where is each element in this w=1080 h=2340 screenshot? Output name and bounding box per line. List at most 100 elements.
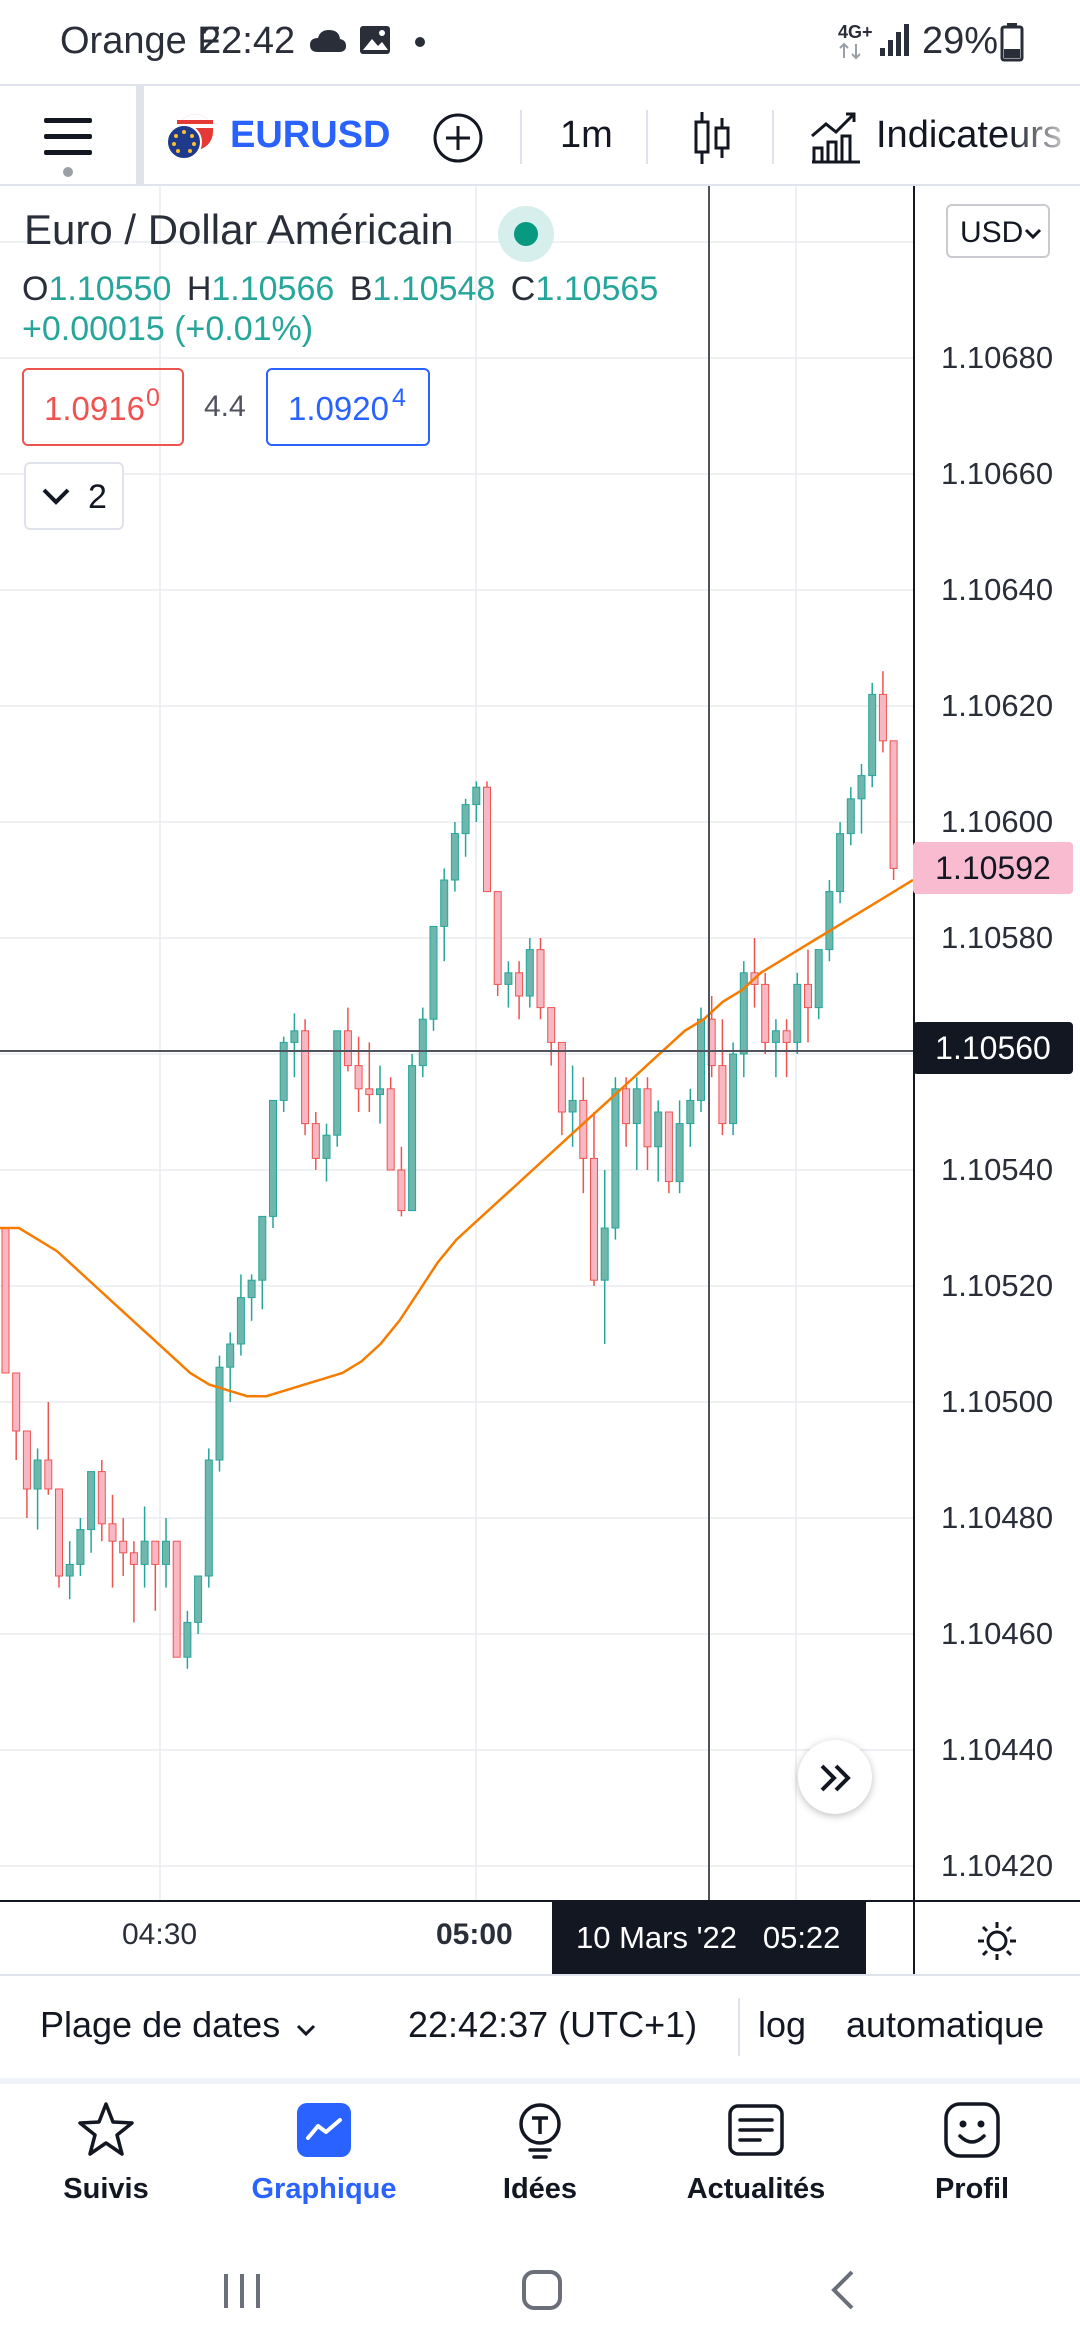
nav-item-actualites[interactable]: Actualités: [656, 2100, 856, 2206]
interval-button[interactable]: 1m: [560, 114, 613, 156]
candle-down[interactable]: [397, 1169, 406, 1212]
back-icon[interactable]: [826, 2268, 860, 2312]
candle-up[interactable]: [632, 1088, 641, 1125]
candle-up[interactable]: [793, 983, 802, 1043]
legend-collapse-button[interactable]: 2: [24, 462, 124, 530]
candle-down[interactable]: [97, 1471, 106, 1525]
symbol-selector[interactable]: EURUSD: [164, 108, 530, 164]
candle-up[interactable]: [814, 949, 823, 1009]
candle-up[interactable]: [825, 891, 834, 951]
candle-up[interactable]: [408, 1065, 417, 1212]
candle-up[interactable]: [600, 1227, 609, 1281]
candle-down[interactable]: [108, 1523, 117, 1542]
buy-button[interactable]: 1.0920 4: [266, 368, 430, 446]
candle-down[interactable]: [1, 1227, 10, 1374]
candle-down[interactable]: [172, 1540, 181, 1658]
home-icon[interactable]: [520, 2268, 564, 2312]
candle-up[interactable]: [525, 949, 534, 997]
candle-up[interactable]: [76, 1529, 85, 1565]
candle-up[interactable]: [279, 1041, 288, 1101]
candle-up[interactable]: [226, 1343, 235, 1368]
menu-icon[interactable]: [42, 116, 94, 158]
candle-down[interactable]: [643, 1088, 652, 1148]
candle-down[interactable]: [557, 1041, 566, 1113]
candle-up[interactable]: [461, 804, 470, 835]
candle-down[interactable]: [761, 983, 770, 1043]
candle-up[interactable]: [65, 1563, 74, 1577]
log-scale-toggle[interactable]: log: [758, 2004, 807, 2045]
candle-down[interactable]: [622, 1088, 631, 1125]
candle-up[interactable]: [33, 1459, 42, 1490]
candle-down[interactable]: [718, 1065, 727, 1125]
candle-up[interactable]: [654, 1111, 663, 1148]
currency-selector[interactable]: USD: [946, 204, 1050, 258]
candle-up[interactable]: [836, 833, 845, 893]
date-range-button[interactable]: Plage de dates: [40, 2004, 317, 2046]
candle-up[interactable]: [204, 1459, 213, 1577]
candle-up[interactable]: [322, 1134, 331, 1159]
candle-down[interactable]: [365, 1088, 374, 1096]
candle-down[interactable]: [515, 972, 524, 997]
candle-down[interactable]: [536, 949, 545, 1009]
candle-up[interactable]: [429, 925, 438, 1020]
candle-up[interactable]: [450, 833, 459, 881]
candle-up[interactable]: [418, 1018, 427, 1067]
candle-down[interactable]: [547, 1007, 556, 1043]
candle-down[interactable]: [782, 1030, 791, 1043]
candle-up[interactable]: [739, 972, 748, 1055]
scroll-to-realtime-button[interactable]: [798, 1740, 872, 1814]
candle-up[interactable]: [440, 879, 449, 927]
candle-up[interactable]: [697, 1018, 705, 1101]
candle-down[interactable]: [129, 1552, 138, 1565]
candle-down[interactable]: [579, 1099, 588, 1159]
recent-apps-icon[interactable]: [220, 2272, 264, 2310]
add-symbol-icon[interactable]: [432, 112, 484, 164]
candle-down[interactable]: [55, 1488, 63, 1577]
candle-up[interactable]: [472, 786, 481, 806]
candle-up[interactable]: [504, 972, 513, 985]
candle-down[interactable]: [311, 1123, 320, 1159]
candle-up[interactable]: [611, 1088, 620, 1229]
nav-item-graphique[interactable]: Graphique: [224, 2100, 424, 2206]
candle-up[interactable]: [258, 1215, 267, 1281]
candle-down[interactable]: [343, 1030, 352, 1067]
candle-up[interactable]: [675, 1123, 684, 1183]
chart-pane[interactable]: [0, 186, 1080, 1900]
candle-up[interactable]: [568, 1099, 577, 1113]
candle-down[interactable]: [804, 983, 812, 1009]
candle-up[interactable]: [333, 1030, 342, 1136]
candle-up[interactable]: [290, 1030, 299, 1043]
candle-up[interactable]: [868, 693, 877, 777]
candle-down[interactable]: [889, 740, 898, 869]
candle-up[interactable]: [686, 1099, 695, 1125]
candle-up[interactable]: [215, 1366, 224, 1461]
auto-scale-toggle[interactable]: automatique: [846, 2004, 1045, 2045]
candle-down[interactable]: [493, 891, 502, 985]
candle-down[interactable]: [354, 1065, 363, 1090]
candle-down[interactable]: [386, 1088, 395, 1171]
candle-down[interactable]: [301, 1030, 310, 1125]
candle-up[interactable]: [729, 1053, 738, 1125]
candle-down[interactable]: [590, 1157, 598, 1281]
candle-down[interactable]: [878, 693, 887, 742]
candle-down[interactable]: [12, 1372, 21, 1432]
candle-down[interactable]: [22, 1430, 31, 1490]
candle-down[interactable]: [483, 786, 491, 893]
candle-down[interactable]: [119, 1540, 128, 1554]
candle-up[interactable]: [140, 1540, 149, 1565]
candle-up[interactable]: [771, 1030, 780, 1043]
time-axis[interactable]: 04:30 05:00 10 Mars '22 05:22: [0, 1900, 1080, 1974]
candle-up[interactable]: [247, 1279, 256, 1299]
sell-button[interactable]: 1.0916 0: [22, 368, 184, 446]
nav-item-suivis[interactable]: Suivis: [6, 2100, 206, 2206]
price-chart[interactable]: [0, 186, 913, 1900]
candle-up[interactable]: [194, 1575, 203, 1623]
candle-up[interactable]: [162, 1540, 170, 1565]
market-status-indicator[interactable]: [498, 206, 554, 262]
candle-up[interactable]: [846, 798, 855, 835]
candle-up[interactable]: [269, 1099, 277, 1217]
candle-up[interactable]: [376, 1088, 384, 1096]
indicators-icon[interactable]: [810, 108, 862, 164]
candle-up[interactable]: [183, 1621, 192, 1658]
candle-down[interactable]: [664, 1111, 673, 1183]
